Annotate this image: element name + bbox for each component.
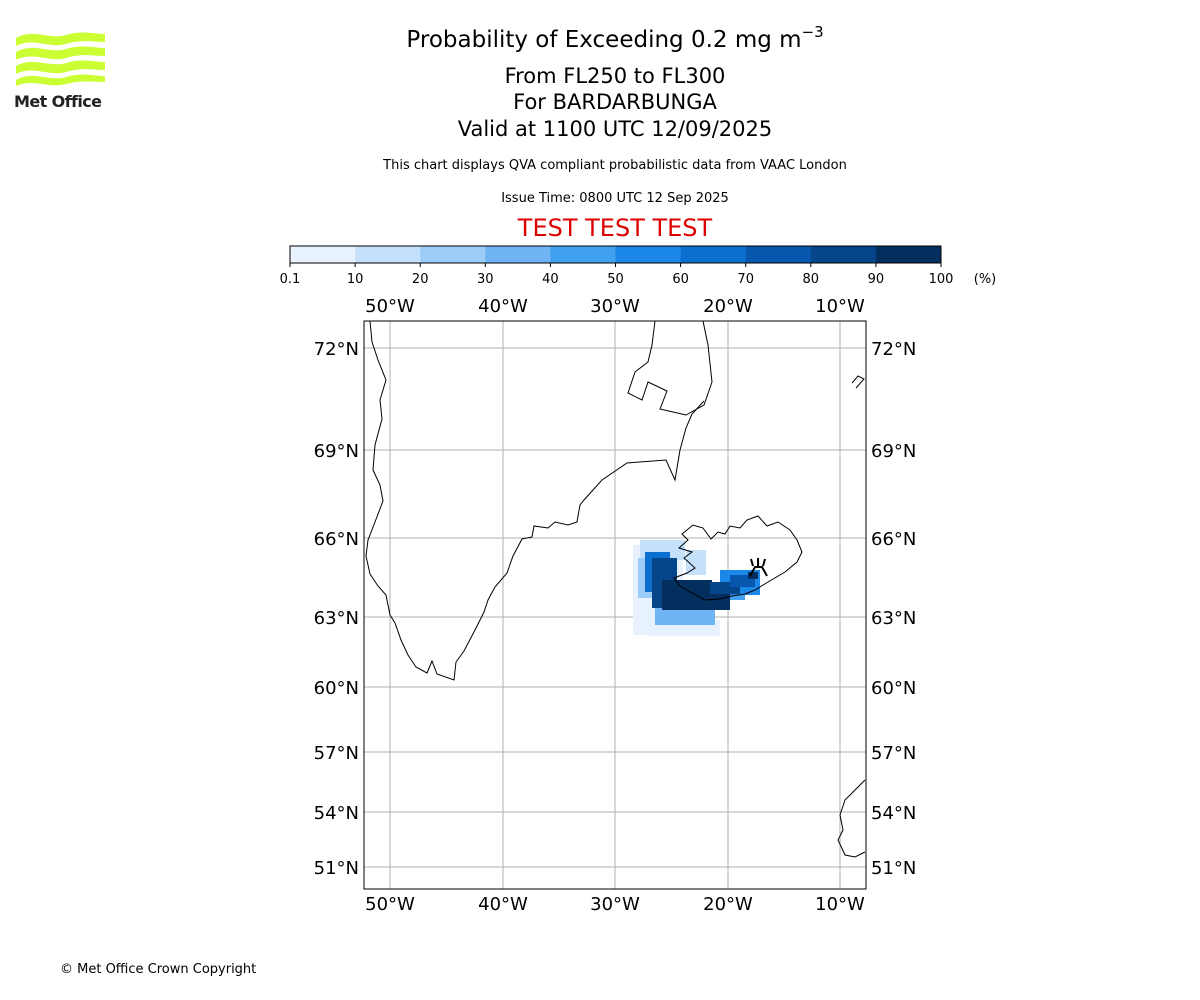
colorbar-tick-label-2: 20 xyxy=(412,272,429,287)
logo-wave-group xyxy=(16,32,105,86)
volcano-plume-left xyxy=(750,558,754,567)
colorbar-box-8 xyxy=(810,246,877,263)
colorbar-box-5 xyxy=(615,246,682,263)
lon-label-top-4: 10°W xyxy=(815,296,865,317)
colorbar-box-3 xyxy=(485,246,551,263)
title-exponent: −3 xyxy=(801,23,824,41)
colorbar-tick-label-6: 60 xyxy=(672,272,689,287)
volcano-body xyxy=(749,566,768,577)
lat-label-right-2: 66°N xyxy=(871,529,916,550)
colorbar-tick-label-10: 100 xyxy=(929,272,954,287)
lon-label-bottom-2: 30°W xyxy=(590,894,640,915)
colorbar-box-6 xyxy=(680,246,747,263)
title-text: Probability of Exceeding 0.2 mg m xyxy=(406,27,802,53)
logo-waves-icon xyxy=(16,32,105,86)
logo-wave-3 xyxy=(16,60,105,74)
colorbar-tick-label-8: 80 xyxy=(803,272,820,287)
scotland-ireland-coast xyxy=(837,779,866,858)
volcano-name: For BARDARBUNGA xyxy=(513,90,717,114)
colorbar-tick-label-4: 40 xyxy=(542,272,559,287)
iceland-coast xyxy=(673,515,803,601)
met-office-logo xyxy=(14,30,109,112)
colorbar-tick-label-0: 0.1 xyxy=(280,272,300,287)
ash-probability-field xyxy=(633,540,760,636)
lon-label-top-1: 40°W xyxy=(478,296,528,317)
valid-time: Valid at 1100 UTC 12/09/2025 xyxy=(457,117,773,141)
lat-label-right-0: 72°N xyxy=(871,339,916,360)
greenland-coast xyxy=(365,320,713,681)
lat-label-left-6: 54°N xyxy=(314,803,359,824)
colorbar-tick-label-3: 30 xyxy=(477,272,494,287)
lon-label-top-2: 30°W xyxy=(590,296,640,317)
svalbard-coast xyxy=(851,375,865,389)
lat-label-left-0: 72°N xyxy=(314,339,359,360)
colorbar-ticks: 0.1 10 20 30 40 50 60 70 80 90 100 xyxy=(280,263,953,287)
logo-wave-1 xyxy=(16,32,105,46)
gridlines xyxy=(364,321,866,889)
logo-wave-2 xyxy=(16,46,105,60)
coastlines xyxy=(365,320,866,858)
colorbar-box-9 xyxy=(875,246,942,263)
colorbar-tick-label-7: 70 xyxy=(737,272,754,287)
lon-label-top-0: 50°W xyxy=(365,296,415,317)
volcano-icon xyxy=(749,558,768,577)
colorbar-box-4 xyxy=(550,246,616,263)
plume-cell-source xyxy=(748,572,758,579)
colorbar-box-0 xyxy=(290,246,356,263)
colorbar-tick-label-1: 10 xyxy=(347,272,364,287)
lon-label-top-3: 20°W xyxy=(703,296,753,317)
copyright: © Met Office Crown Copyright xyxy=(60,962,257,977)
colorbar-box-2 xyxy=(420,246,486,263)
colorbar-box-7 xyxy=(745,246,812,263)
colorbar-unit: (%) xyxy=(974,272,997,287)
lat-label-left-2: 66°N xyxy=(314,529,359,550)
volcano-plume-right xyxy=(762,558,766,567)
flight-level-range: From FL250 to FL300 xyxy=(504,64,726,88)
greenland-coast-east xyxy=(679,400,705,451)
colorbar-tick-label-5: 50 xyxy=(607,272,624,287)
lat-label-left-5: 57°N xyxy=(314,743,359,764)
lat-label-right-5: 57°N xyxy=(871,743,916,764)
plume-cell-light-c xyxy=(686,550,706,575)
colorbar-boxes xyxy=(290,246,942,263)
lat-label-right-3: 63°N xyxy=(871,608,916,629)
lat-label-right-7: 51°N xyxy=(871,858,916,879)
lat-label-left-3: 63°N xyxy=(314,608,359,629)
lat-label-left-1: 69°N xyxy=(314,441,359,462)
logo-text: Met Office xyxy=(14,92,102,111)
map-frame xyxy=(363,320,867,890)
lat-label-right-4: 60°N xyxy=(871,678,916,699)
colorbar: 0.1 10 20 30 40 50 60 70 80 90 100 (%) xyxy=(280,245,997,287)
lat-label-right-6: 54°N xyxy=(871,803,916,824)
colorbar-tick-label-9: 90 xyxy=(868,272,885,287)
lon-label-bottom-3: 20°W xyxy=(703,894,753,915)
lat-label-left-4: 60°N xyxy=(314,678,359,699)
lon-label-bottom-4: 10°W xyxy=(815,894,865,915)
lat-label-left-7: 51°N xyxy=(314,858,359,879)
lon-label-bottom-1: 40°W xyxy=(478,894,528,915)
colorbar-box-1 xyxy=(355,246,421,263)
logo-wave-4 xyxy=(16,74,105,86)
map-panel: 50°W 50°W 40°W 40°W 30°W 30°W 20°W 20°W 10°W 10°W… xyxy=(314,296,917,915)
test-banner: TEST TEST TEST xyxy=(517,214,713,242)
lat-label-right-1: 69°N xyxy=(871,441,916,462)
axis-labels: 50°W 50°W 40°W 40°W 30°W 30°W 20°W 20°W 10°W 10°W… xyxy=(314,296,917,915)
chart-description: This chart displays QVA compliant probab… xyxy=(383,158,847,173)
lon-label-bottom-0: 50°W xyxy=(365,894,415,915)
issue-time: Issue Time: 0800 UTC 12 Sep 2025 xyxy=(501,191,729,206)
chart-title: Probability of Exceeding 0.2 mg m−3 xyxy=(300,23,930,53)
